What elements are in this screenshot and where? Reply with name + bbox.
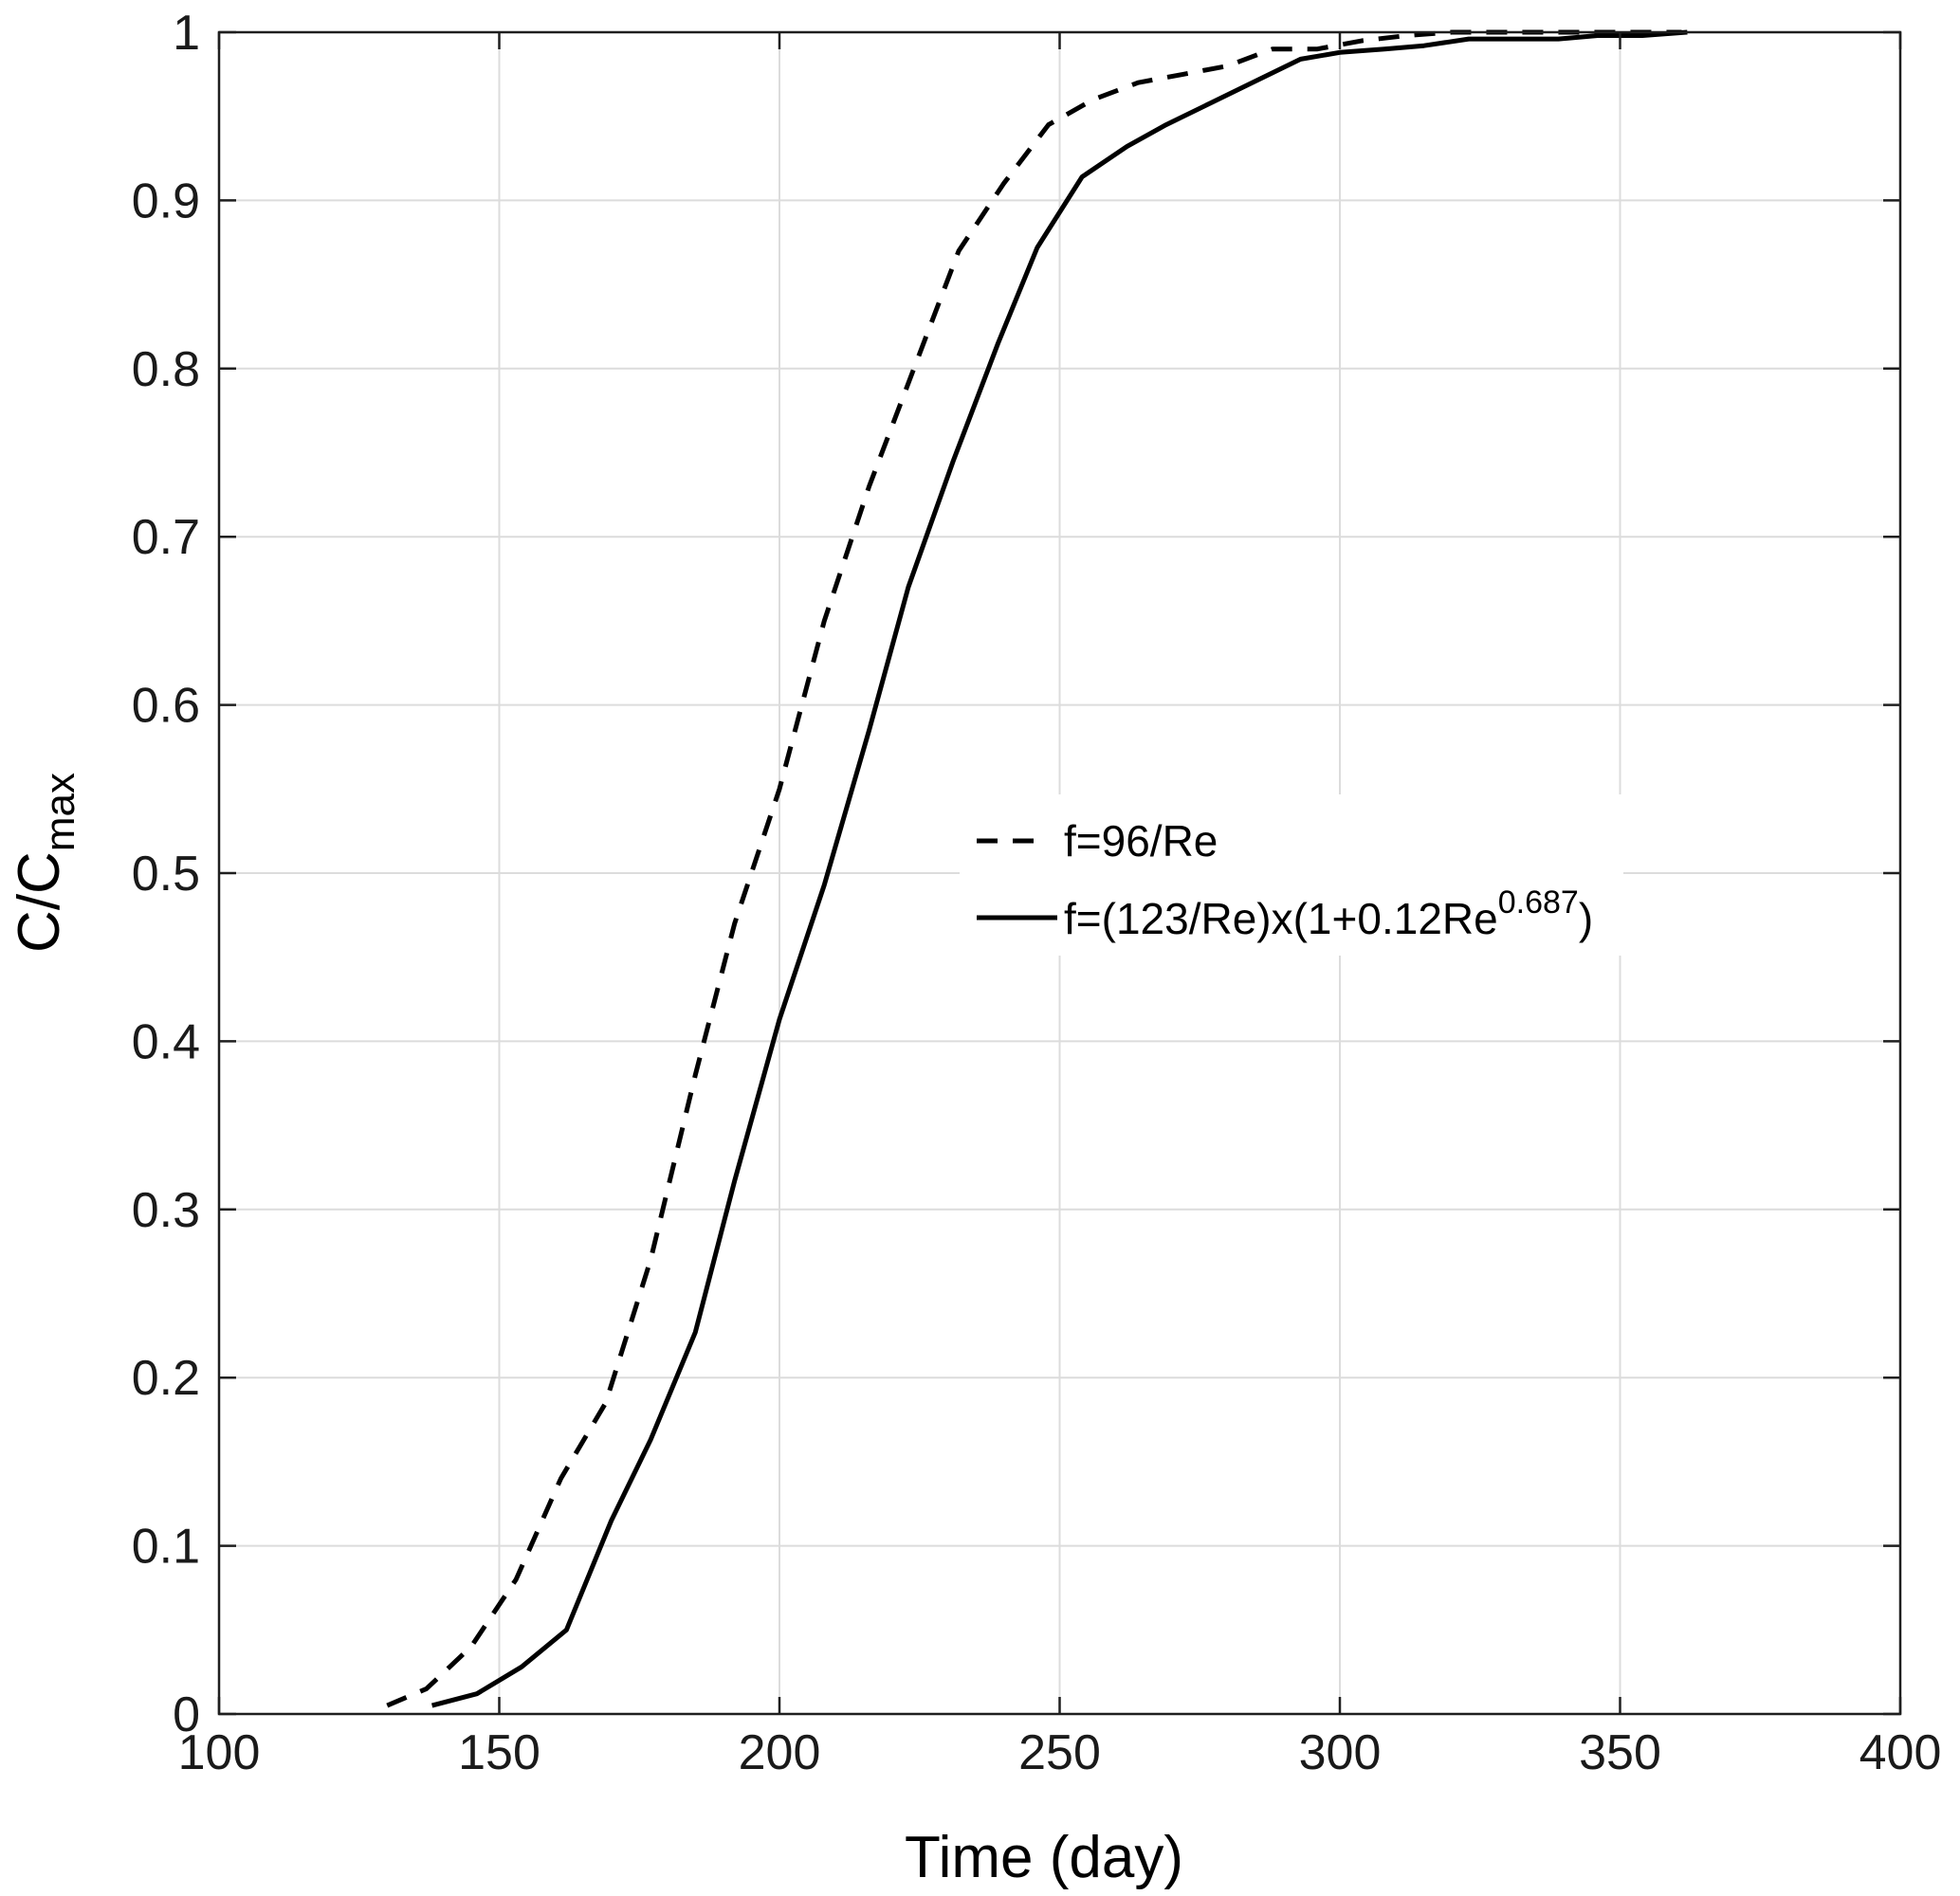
x-tick-label: 250 xyxy=(1018,1725,1101,1780)
legend-label-dashed: f=96/Re xyxy=(1064,816,1218,866)
y-tick-label: 0.5 xyxy=(132,847,200,902)
y-axis-label-subscript: max xyxy=(37,773,83,851)
y-tick-label: 0.1 xyxy=(132,1520,200,1575)
x-tick-label: 150 xyxy=(458,1725,540,1780)
y-axis-label: C/Cmax xyxy=(7,773,83,953)
y-tick-label: 0.8 xyxy=(132,342,200,397)
legend-box xyxy=(960,794,1623,956)
axis-ticks xyxy=(217,30,1902,1716)
y-tick-label: 0.9 xyxy=(132,173,200,228)
legend-label-solid-tail: ) xyxy=(1579,894,1593,943)
y-tick-label: 0.2 xyxy=(132,1351,200,1406)
legend: f=96/Re f=(123/Re)x(1+0.12Re0.687) xyxy=(960,794,1623,956)
legend-label-solid-main: f=(123/Re)x(1+0.12Re xyxy=(1064,894,1498,943)
series-line-solid xyxy=(430,29,1688,1708)
y-tick-labels: 0 0.1 0.2 0.3 0.4 0.5 0.6 0.7 0.8 0.9 1 xyxy=(132,6,200,1742)
y-tick-label: 0.3 xyxy=(132,1183,200,1238)
y-tick-label: 0.4 xyxy=(132,1014,200,1069)
y-tick-label: 1 xyxy=(173,6,200,61)
x-axis-label: Time (day) xyxy=(905,1825,1183,1890)
x-tick-labels: 100 150 200 250 300 350 400 xyxy=(178,1725,1942,1780)
x-tick-label: 300 xyxy=(1299,1725,1382,1780)
legend-label-solid: f=(123/Re)x(1+0.12Re0.687) xyxy=(1064,884,1593,943)
x-tick-label: 350 xyxy=(1579,1725,1661,1780)
y-tick-label: 0 xyxy=(173,1687,200,1742)
x-tick-label: 400 xyxy=(1859,1725,1942,1780)
legend-label-solid-superscript: 0.687 xyxy=(1498,884,1579,921)
y-tick-label: 0.6 xyxy=(132,679,200,734)
y-axis-label-main: C/C xyxy=(7,851,72,953)
y-tick-label: 0.7 xyxy=(132,510,200,565)
x-tick-label: 100 xyxy=(178,1725,261,1780)
x-tick-label: 200 xyxy=(739,1725,821,1780)
